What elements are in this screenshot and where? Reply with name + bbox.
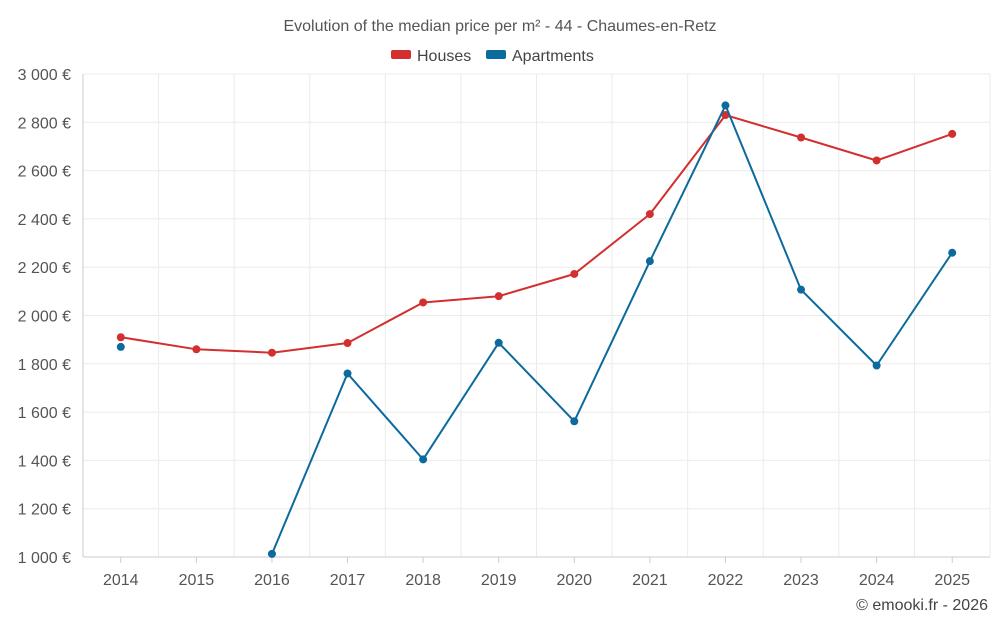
x-tick-label: 2024 (859, 572, 895, 589)
legend-swatch-houses (391, 50, 411, 59)
y-tick-label: 1 400 € (18, 453, 71, 470)
x-tick-label: 2014 (103, 572, 139, 589)
series-houses (116, 111, 957, 357)
data-point-houses-2014[interactable] (116, 333, 125, 342)
data-point-apartments-2022[interactable] (721, 101, 730, 110)
data-point-houses-2020[interactable] (570, 269, 579, 278)
x-tick-label: 2015 (179, 572, 215, 589)
x-tick-label: 2020 (556, 572, 592, 589)
data-point-apartments-2017[interactable] (343, 369, 352, 378)
data-point-houses-2021[interactable] (645, 210, 654, 219)
data-point-houses-2022[interactable] (721, 111, 730, 120)
y-tick-label: 2 800 € (18, 115, 71, 132)
y-axis-ticks: 1 000 € 1 200 € 1 400 € 1 600 € 1 800 € 2 000… (18, 67, 71, 567)
credit-text: © emooki.fr - 2026 (856, 597, 988, 614)
x-tick-label: 2025 (934, 572, 970, 589)
data-point-apartments-2023[interactable] (797, 285, 806, 294)
y-tick-label: 2 000 € (18, 309, 71, 326)
legend: Houses Apartments (391, 48, 594, 65)
data-point-houses-2015[interactable] (192, 345, 201, 354)
data-point-houses-2019[interactable] (494, 292, 503, 301)
data-point-houses-2017[interactable] (343, 339, 352, 348)
y-tick-label: 1 600 € (18, 405, 71, 422)
data-point-apartments-2016[interactable] (267, 549, 276, 558)
x-tick-label: 2021 (632, 572, 668, 589)
y-tick-label: 1 800 € (18, 357, 71, 374)
data-point-apartments-2014[interactable] (116, 342, 125, 351)
x-tick-label: 2017 (330, 572, 366, 589)
data-point-houses-2023[interactable] (797, 133, 806, 142)
x-tick-label: 2019 (481, 572, 517, 589)
y-tick-label: 2 200 € (18, 260, 71, 277)
legend-item-apartments[interactable]: Apartments (486, 48, 594, 65)
chart-title: Evolution of the median price per m² - 4… (283, 18, 716, 35)
data-point-houses-2018[interactable] (419, 298, 428, 307)
series-line-apartments (271, 104, 954, 555)
axes (82, 74, 990, 558)
legend-label-houses: Houses (417, 48, 471, 65)
data-point-houses-2025[interactable] (948, 129, 957, 138)
x-axis-ticks: 2014 2015 2016 2017 2018 2019 2020 2021 2022 2023… (103, 557, 970, 589)
data-point-houses-2024[interactable] (872, 156, 881, 165)
grid (82, 73, 991, 557)
data-point-houses-2016[interactable] (267, 348, 276, 357)
data-point-apartments-2025[interactable] (948, 248, 957, 257)
y-tick-label: 1 200 € (18, 502, 71, 519)
x-tick-label: 2023 (783, 572, 819, 589)
x-tick-label: 2018 (405, 572, 441, 589)
y-tick-label: 2 600 € (18, 164, 71, 181)
x-tick-label: 2016 (254, 572, 290, 589)
data-point-apartments-2021[interactable] (645, 257, 654, 266)
x-tick-label: 2022 (708, 572, 744, 589)
data-point-apartments-2024[interactable] (872, 361, 881, 370)
series (116, 101, 957, 558)
y-tick-label: 2 400 € (18, 212, 71, 229)
data-point-apartments-2020[interactable] (570, 417, 579, 426)
legend-item-houses[interactable]: Houses (391, 48, 471, 65)
data-point-apartments-2019[interactable] (494, 338, 503, 347)
legend-swatch-apartments (486, 50, 506, 59)
y-tick-label: 3 000 € (18, 67, 71, 84)
legend-label-apartments: Apartments (512, 48, 594, 65)
y-tick-label: 1 000 € (18, 550, 71, 567)
data-point-apartments-2018[interactable] (419, 455, 428, 464)
series-apartments (116, 101, 957, 558)
series-line-houses (120, 114, 953, 354)
